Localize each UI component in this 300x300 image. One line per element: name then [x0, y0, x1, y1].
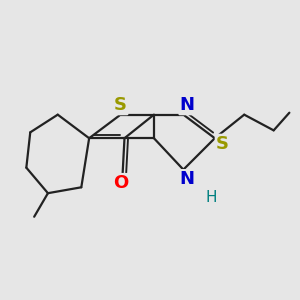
Text: N: N — [180, 96, 195, 114]
Text: S: S — [216, 135, 229, 153]
Text: N: N — [180, 170, 195, 188]
Text: S: S — [114, 96, 127, 114]
Text: H: H — [205, 190, 217, 205]
Text: O: O — [113, 174, 128, 192]
